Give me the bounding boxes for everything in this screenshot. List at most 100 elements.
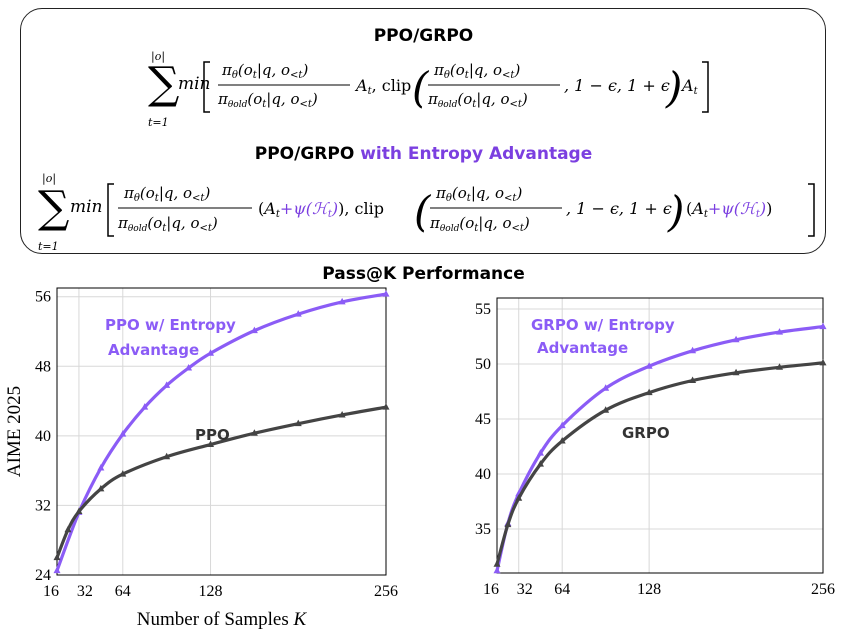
series-point <box>53 553 61 561</box>
svg-text:πθ(ot|q, o<t): πθ(ot|q, o<t) <box>123 184 210 204</box>
series-point <box>515 494 523 501</box>
series-point <box>294 310 302 317</box>
formula-title-ppo-grpo: PPO/GRPO <box>373 26 474 46</box>
series-point <box>163 452 171 460</box>
formula-title-entropy: PPO/GRPO with Entropy Advantage <box>0 144 847 164</box>
y-tick-label: 48 <box>35 358 51 375</box>
annotation-label: GRPO w/ Entropy <box>531 316 675 334</box>
series-line-1 <box>495 325 825 573</box>
series-point <box>558 437 566 444</box>
svg-text:, 1 − ϵ, 1 + ϵ: , 1 − ϵ, 1 + ϵ <box>566 199 672 218</box>
series-point <box>689 346 697 354</box>
formula-title-entropy-main: PPO/GRPO <box>254 144 355 164</box>
y-axis-label: AIME 2025 <box>4 386 25 477</box>
plot-frame <box>496 297 824 574</box>
svg-text:(At+ψ(ℋt)), clip: (At+ψ(ℋt)), clip <box>258 199 384 220</box>
y-tick-label: 32 <box>35 497 51 514</box>
formula-title-entropy-accent: with Entropy Advantage <box>360 144 593 164</box>
series-point <box>382 403 390 410</box>
series-point <box>119 430 127 437</box>
x-tick-label: 64 <box>554 581 570 598</box>
svg-text:min: min <box>70 197 103 217</box>
svg-text:πθ(ot|q, o<t): πθ(ot|q, o<t) <box>433 61 520 81</box>
series-point <box>75 507 83 515</box>
series-point <box>163 381 171 388</box>
series-point <box>776 363 784 370</box>
y-tick-label: 56 <box>35 289 51 306</box>
svg-text:∑: ∑ <box>38 182 69 233</box>
svg-text:): ) <box>665 63 682 112</box>
annotation-label: Advantage <box>108 341 199 359</box>
x-tick-label: 256 <box>811 581 835 598</box>
x-tick-label: 32 <box>517 581 533 598</box>
series-point <box>338 410 346 418</box>
svg-text:∑: ∑ <box>148 58 179 109</box>
series-point <box>536 449 544 456</box>
svg-text:min: min <box>178 74 211 94</box>
x-tick-label: 64 <box>115 583 131 600</box>
svg-text:|o|: |o| <box>42 172 56 186</box>
series-point <box>493 560 501 567</box>
formula-entropy-advantage: ∑ |o| t=1 min πθ(ot|q, o<t) πθold(ot|q, … <box>38 172 815 250</box>
y-tick-label: 55 <box>475 301 491 318</box>
series-point <box>493 566 501 574</box>
y-tick-label: 24 <box>35 567 51 584</box>
series-point <box>602 384 610 391</box>
x-axis-label: Number of Samples K <box>137 609 308 630</box>
x-tick-label: 128 <box>637 581 661 598</box>
series-point <box>645 362 653 369</box>
series-point <box>819 322 827 330</box>
series-point <box>819 358 827 366</box>
svg-text:(At+ψ(ℋt)): (At+ψ(ℋt)) <box>686 199 772 220</box>
svg-text:(: ( <box>412 63 430 112</box>
series-point <box>558 421 566 429</box>
formula-box <box>20 8 826 254</box>
svg-text:πθ(ot|q, o<t): πθ(ot|q, o<t) <box>435 184 522 204</box>
series-point <box>141 403 149 410</box>
series-point <box>250 326 258 334</box>
y-tick-label: 50 <box>475 356 491 373</box>
charts-title: Pass@K Performance <box>322 264 525 284</box>
series-point <box>64 525 72 533</box>
series-line-1 <box>55 292 388 573</box>
series-point <box>776 328 784 335</box>
svg-text:|o|: |o| <box>151 50 165 64</box>
annotation-label: PPO w/ Entropy <box>105 316 236 334</box>
series-point <box>207 440 215 448</box>
series-point <box>250 429 258 436</box>
series-point <box>689 376 697 383</box>
series-point <box>536 460 544 467</box>
y-tick-label: 40 <box>35 428 51 445</box>
svg-text:t=1: t=1 <box>148 116 169 129</box>
series-point <box>53 566 61 574</box>
plot-frame <box>56 287 387 576</box>
x-tick-label: 16 <box>483 581 499 598</box>
chart-2: 16 32 64 128 256 35 40 45 50 55 GRPO w/ Entropy Adv… <box>475 297 835 598</box>
x-tick-label: 32 <box>77 583 93 600</box>
svg-text:t=1: t=1 <box>38 240 59 250</box>
x-tick-label: 256 <box>374 583 398 600</box>
series-point <box>732 335 740 343</box>
y-tick-label: 45 <box>475 411 491 428</box>
series-point <box>119 470 127 477</box>
series-point <box>185 364 193 371</box>
annotation-label: GRPO <box>622 424 670 442</box>
series-point <box>602 406 610 413</box>
svg-text:(: ( <box>414 187 432 236</box>
x-tick-label: 128 <box>199 583 223 600</box>
series-point <box>338 297 346 305</box>
formula-ppo-grpo: ∑ |o| t=1 min πθ(ot|q, o<t) πθold(ot|q, … <box>148 50 709 129</box>
x-tick-label: 16 <box>43 583 59 600</box>
series-line-2 <box>495 361 825 566</box>
series-point <box>294 419 302 427</box>
series-point <box>97 484 105 492</box>
svg-text:, 1 − ϵ, 1 + ϵ: , 1 − ϵ, 1 + ϵ <box>564 76 670 95</box>
series-point <box>732 368 740 376</box>
svg-text:πθ(ot|q, o<t): πθ(ot|q, o<t) <box>221 61 308 81</box>
series-point <box>504 520 512 528</box>
series-point <box>97 464 105 471</box>
series-point <box>645 388 653 396</box>
chart-1: 16 32 64 128 256 24 32 40 48 56 Number of Samples … <box>4 287 398 630</box>
y-tick-label: 35 <box>475 521 491 538</box>
